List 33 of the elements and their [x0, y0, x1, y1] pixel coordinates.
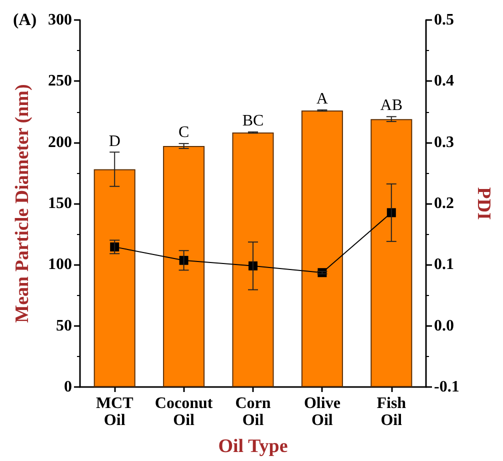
x-tick-label: Olive Oil: [304, 395, 340, 429]
y2-tick-label: -0.1: [434, 378, 460, 396]
bar: [370, 119, 412, 387]
x-tick-label: MCT Oil: [96, 395, 134, 429]
y2-tick-label: 0.4: [434, 72, 454, 90]
bar: [301, 110, 343, 387]
y2-tick-label: 0.0: [434, 317, 454, 334]
y-tick-label: 0: [64, 378, 72, 396]
y-tick-label: 200: [48, 134, 72, 151]
x-tick-label: Coconut Oil: [154, 395, 214, 429]
annotation: C: [178, 124, 190, 142]
annotation: A: [316, 90, 328, 108]
x-tick-label: Corn Oil: [235, 395, 271, 429]
bar: [232, 132, 274, 387]
y-tick-label: 150: [48, 195, 72, 212]
y2-tick-label: 0.1: [434, 256, 454, 274]
annotation: AB: [380, 97, 403, 114]
y2-tick-label: 0.3: [434, 134, 454, 151]
y-tick-label: 250: [48, 72, 72, 90]
y2-tick-label: 0.2: [434, 195, 454, 212]
chart-title: (A): [13, 10, 37, 29]
y-tick-label: 300: [48, 12, 72, 28]
x-tick-label: Fish Oil: [376, 395, 406, 429]
annotation: BC: [242, 112, 264, 130]
y-tick-label: 100: [48, 256, 72, 274]
annotation: D: [108, 133, 120, 150]
y2-tick-label: 0.5: [434, 12, 454, 28]
bar: [94, 169, 136, 387]
x-axis-title: Oil Type: [218, 436, 288, 457]
bar: [163, 146, 205, 387]
y2-axis-title: PDI: [473, 187, 494, 220]
y-tick-label: 50: [56, 317, 72, 334]
y-axis-title: Mean Particle Diameter (nm): [12, 84, 33, 323]
